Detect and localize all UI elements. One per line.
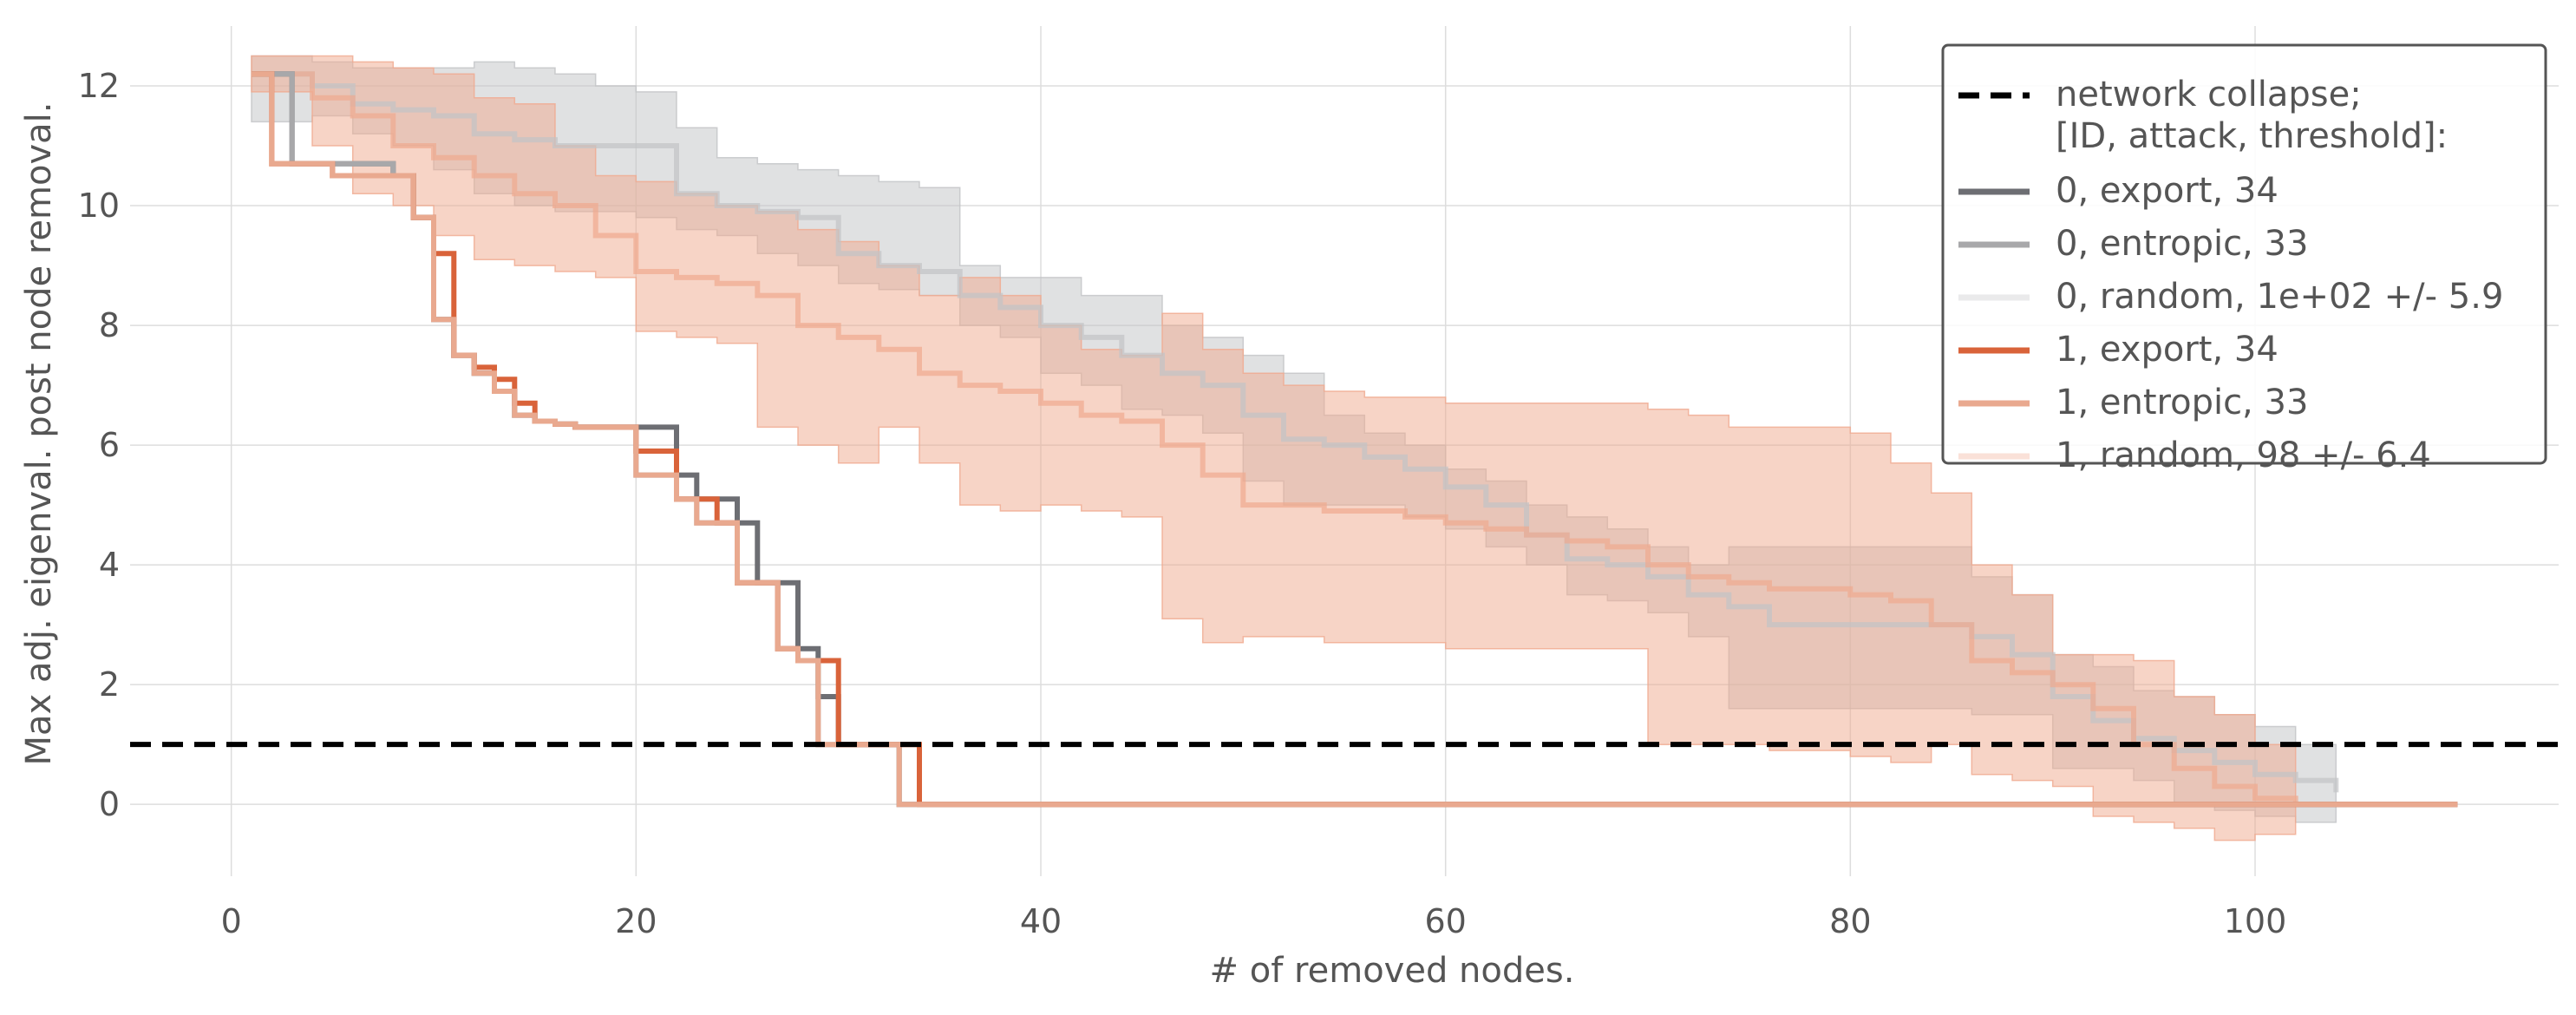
series-lines [252,71,2458,808]
y-tick-label: 4 [99,546,120,584]
x-tick-label: 60 [1424,902,1466,940]
y-tick-label: 2 [99,665,120,704]
series-mean-line [252,71,2339,793]
legend-label: 1, entropic, 33 [2056,383,2308,422]
x-tick-label: 40 [1020,902,1062,940]
legend-label: 0, entropic, 33 [2056,224,2308,264]
y-tick-label: 0 [99,785,120,823]
y-tick-label: 8 [99,306,120,344]
y-tick-label: 10 [78,187,120,225]
y-tick-label: 6 [99,426,120,464]
legend-label: 1, random, 98 +/- 6.4 [2056,435,2431,475]
legend-label: 0, export, 34 [2056,171,2279,211]
x-axis-label: # of removed nodes. [1210,951,1575,991]
tick-labels: 0 20 40 60 80 100 0 2 4 6 8 10 12 [78,67,2287,940]
y-tick-label: 12 [78,67,120,105]
legend-label: 0, random, 1e+02 +/- 5.9 [2056,277,2503,317]
series-mean-line [252,71,2298,805]
legend-box [1941,43,2547,465]
x-tick-label: 100 [2224,902,2287,940]
legend: network collapse; [ID, attack, threshold]… [1941,43,2547,475]
x-tick-label: 0 [221,902,242,940]
series-line [252,71,2458,808]
x-tick-label: 20 [615,902,657,940]
y-axis-label: Max adj. eigenval. post node removal. [19,102,59,766]
legend-title: network collapse; [ID, attack, threshold]… [2056,75,2448,156]
legend-label: 1, export, 34 [2056,330,2279,370]
x-tick-label: 80 [1829,902,1871,940]
